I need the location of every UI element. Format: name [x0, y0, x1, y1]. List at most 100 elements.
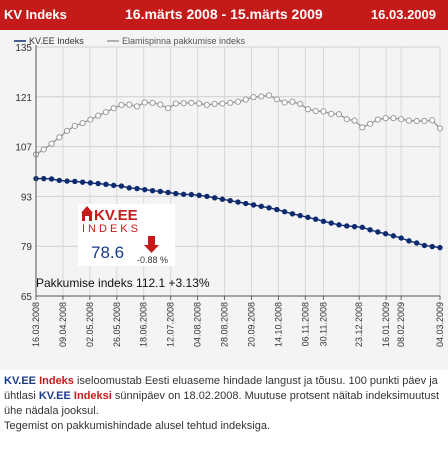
- data-point-offer-index: [102, 108, 110, 116]
- x-tick-label: 16.03.2008: [31, 302, 41, 347]
- x-tick-label: 09.04.2008: [58, 302, 68, 347]
- index-value: 78.6: [91, 243, 124, 262]
- data-point-offer-index: [126, 101, 133, 108]
- data-point-offer-index: [413, 117, 420, 125]
- description-text-1: iseloomustab Eesti eluaseme hindade lang…: [4, 375, 438, 402]
- data-point-offer-index: [281, 99, 288, 106]
- data-point-kv-index: [258, 203, 265, 210]
- legend-label-kv-index: KV.EE Indeks: [29, 36, 84, 46]
- data-point-offer-index: [87, 116, 94, 123]
- data-point-offer-index: [79, 120, 86, 127]
- data-point-kv-index: [328, 220, 334, 226]
- legend: KV.EE Indeks Elamispinna pakkumise indek…: [14, 36, 246, 46]
- data-point-offer-index: [297, 100, 304, 108]
- data-point-offer-index: [273, 96, 280, 103]
- legend-label-offer-index: Elamispinna pakkumise indeks: [122, 36, 246, 46]
- data-point-kv-index: [305, 214, 311, 221]
- data-point-kv-index: [165, 189, 171, 196]
- offer-index-label: Pakkumise indeks 112.1 +3.13%: [36, 276, 210, 290]
- data-point-kv-index: [87, 180, 94, 186]
- data-point-offer-index: [157, 101, 164, 108]
- data-point-kv-index: [297, 212, 303, 219]
- data-point-kv-index: [243, 200, 249, 207]
- data-point-kv-index: [281, 208, 288, 215]
- data-point-offer-index: [328, 110, 335, 117]
- data-point-kv-index: [375, 229, 381, 235]
- data-point-kv-index: [118, 183, 125, 189]
- y-tick-label: 121: [15, 93, 32, 104]
- kv-brand-text: KV.EE: [4, 375, 37, 387]
- data-point-kv-index: [126, 185, 132, 191]
- data-point-kv-index: [95, 180, 101, 187]
- data-point-kv-index: [142, 186, 148, 193]
- x-tick-label: 14.10.2008: [273, 302, 283, 347]
- data-point-kv-index: [196, 192, 202, 199]
- data-point-offer-index: [265, 92, 273, 99]
- x-tick-label: 06.11.2008: [300, 302, 310, 346]
- data-point-kv-index: [41, 175, 47, 182]
- data-point-kv-index: [320, 218, 327, 225]
- data-point-offer-index: [351, 117, 358, 124]
- data-point-kv-index: [48, 176, 55, 182]
- data-point-offer-index: [390, 115, 397, 122]
- current-date: 16.03.2009: [370, 7, 436, 22]
- chart-title: KV Indeks: [4, 7, 67, 22]
- axes: 65 79 93 107 121 135 16.03.2008 09.04.2008 02.05…: [15, 43, 445, 347]
- data-point-offer-index: [188, 99, 195, 106]
- index-change: -0.88 %: [137, 255, 168, 265]
- date-range: 16.märts 2008 - 15.märts 2009: [125, 6, 323, 22]
- data-point-kv-index: [173, 190, 179, 197]
- logo-brand: KV.EE: [94, 207, 138, 224]
- x-tick-label: 30.11.2008: [318, 302, 328, 346]
- data-point-kv-index: [367, 227, 373, 233]
- x-tick-label: 04.08.2008: [193, 302, 203, 347]
- data-point-kv-index: [413, 240, 420, 246]
- data-point-offer-index: [196, 100, 203, 107]
- data-point-kv-index: [157, 188, 164, 195]
- data-point-offer-index: [40, 146, 47, 153]
- title-bar: KV Indeks 16.märts 2008 - 15.märts 2009 …: [0, 0, 448, 30]
- description-paragraph: KV.EE Indeks iseloomustab Eesti eluaseme…: [4, 374, 444, 419]
- data-point-kv-index: [110, 182, 117, 189]
- data-point-offer-index: [133, 103, 141, 110]
- data-point-offer-index: [164, 105, 172, 112]
- data-point-kv-index: [398, 235, 404, 241]
- kv-logo-icon: [81, 206, 93, 221]
- description-note: Tegemist on pakkumishindade alusel tehtu…: [4, 420, 270, 432]
- data-point-offer-index: [48, 140, 55, 147]
- data-point-offer-index: [63, 127, 71, 135]
- data-point-kv-index: [421, 242, 428, 249]
- data-point-kv-index: [351, 223, 358, 230]
- data-point-kv-index: [227, 197, 233, 204]
- data-point-kv-index: [103, 181, 109, 188]
- data-point-kv-index: [149, 188, 156, 194]
- data-point-kv-index: [79, 179, 86, 185]
- kv-brand-text-2: KV.EE: [38, 390, 71, 402]
- x-tick-label: 16.01.2009: [381, 302, 391, 347]
- data-point-kv-index: [344, 223, 350, 229]
- data-point-offer-index: [320, 108, 327, 115]
- data-point-kv-index: [289, 211, 296, 217]
- data-point-kv-index: [429, 243, 435, 250]
- data-point-offer-index: [250, 94, 257, 101]
- data-point-offer-index: [382, 115, 389, 122]
- data-point-offer-index: [335, 111, 343, 118]
- data-point-offer-index: [289, 98, 296, 105]
- data-point-kv-index: [382, 231, 389, 237]
- index-box-background: [78, 204, 175, 266]
- description: KV.EE Indeks iseloomustab Eesti eluaseme…: [4, 374, 444, 434]
- x-tick-label: 28.08.2008: [220, 302, 230, 347]
- data-point-kv-index: [250, 202, 257, 208]
- data-point-offer-index: [219, 100, 226, 107]
- data-point-kv-index: [266, 205, 272, 211]
- data-point-offer-index: [405, 117, 413, 124]
- data-point-offer-index: [421, 117, 428, 125]
- data-point-kv-index: [64, 178, 70, 184]
- down-arrow-icon: [144, 236, 159, 253]
- data-point-offer-index: [141, 99, 148, 106]
- x-tick-label: 18.06.2008: [139, 302, 149, 347]
- x-tick-label: 23.12.2008: [354, 302, 364, 347]
- data-point-offer-index: [359, 124, 366, 131]
- data-point-kv-index: [437, 244, 443, 251]
- x-tick-label: 12.07.2008: [166, 302, 176, 347]
